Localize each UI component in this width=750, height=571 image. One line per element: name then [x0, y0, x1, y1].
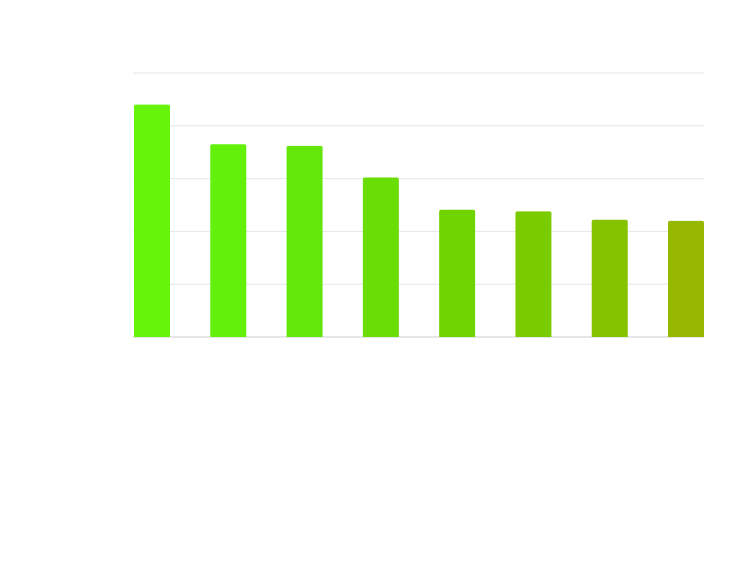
bar: [668, 220, 704, 337]
bar: [362, 177, 399, 337]
bar: [210, 144, 247, 337]
bar: [134, 104, 170, 338]
bar: [439, 209, 476, 337]
bar: [515, 211, 552, 337]
bar: [591, 219, 628, 337]
bar: [286, 145, 323, 337]
